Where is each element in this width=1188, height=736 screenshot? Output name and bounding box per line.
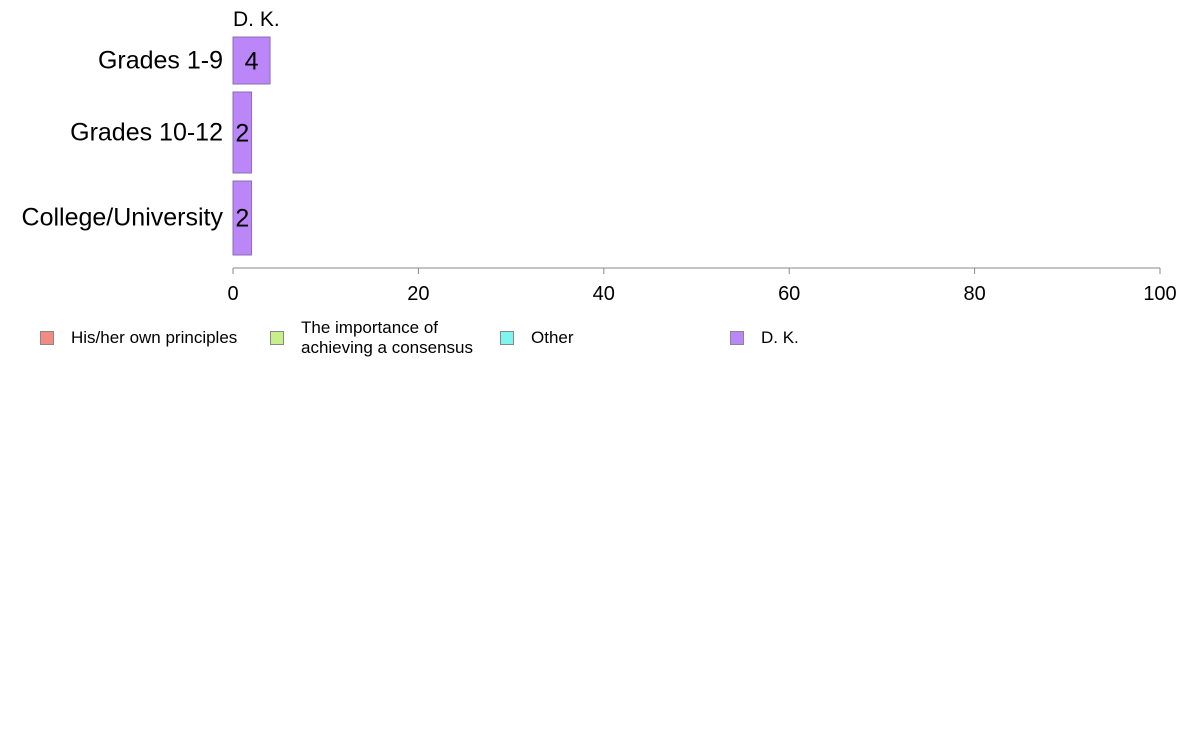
bar: [232, 91, 253, 174]
bar: [232, 180, 253, 256]
category-label: College/University: [22, 204, 224, 232]
legend-item-other: Other: [500, 328, 574, 348]
legend-label: The importance of achieving a consensus: [301, 318, 474, 357]
x-tick-label: 80: [963, 283, 985, 305]
category-label: Grades 10-12: [70, 119, 223, 147]
bars: 4 2 2: [232, 36, 271, 256]
legend-label: Other: [531, 328, 574, 347]
series-header: D. K.: [233, 8, 280, 31]
bar-value-label: 2: [235, 205, 249, 233]
category-labels: Grades 1-9 Grades 10-12 College/University: [22, 47, 224, 232]
x-tick-label: 100: [1143, 283, 1176, 305]
x-tick-label: 60: [778, 283, 800, 305]
chart: D. K. Grades 1-9 Grades 10-12 College/Univ…: [22, 8, 1177, 305]
legend-item-consensus: The importance of achieving a consensus: [270, 318, 490, 358]
x-tick-label: 40: [593, 283, 615, 305]
legend-swatch: [500, 331, 514, 345]
bar-value-label: 4: [245, 48, 259, 76]
legend-swatch: [730, 331, 744, 345]
bar-value-label: 2: [235, 120, 249, 148]
category-label: Grades 1-9: [98, 47, 223, 75]
legend-item-own-principles: His/her own principles: [40, 328, 237, 348]
legend-swatch: [40, 331, 54, 345]
x-tick-label: 20: [407, 283, 429, 305]
bar: [232, 36, 271, 85]
x-axis: 0 20 40 60 80 100: [227, 267, 1177, 305]
legend: His/her own principles The importance of…: [0, 316, 1188, 366]
legend-label: D. K.: [761, 328, 799, 347]
legend-label: His/her own principles: [71, 328, 238, 347]
legend-item-dk: D. K.: [730, 328, 799, 348]
x-tick-label: 0: [227, 283, 238, 305]
legend-swatch: [270, 331, 284, 345]
